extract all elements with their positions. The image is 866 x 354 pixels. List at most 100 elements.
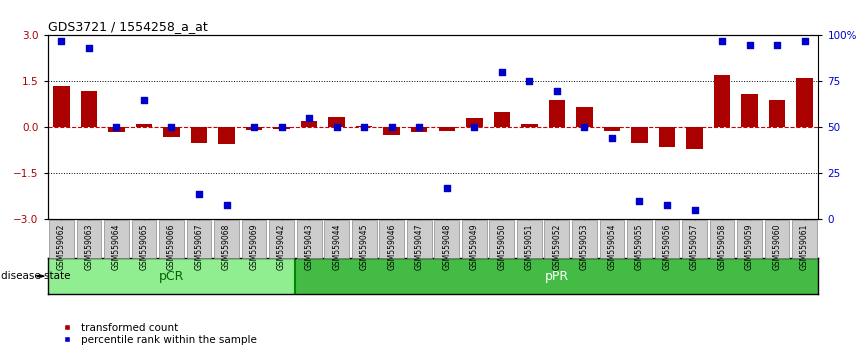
Point bbox=[137, 97, 151, 103]
Bar bbox=[295, 258, 818, 294]
Bar bbox=[521, 124, 538, 127]
Bar bbox=[81, 91, 97, 127]
Point bbox=[109, 125, 123, 130]
FancyBboxPatch shape bbox=[489, 220, 514, 258]
FancyBboxPatch shape bbox=[599, 220, 624, 258]
FancyBboxPatch shape bbox=[76, 220, 101, 258]
Bar bbox=[741, 94, 758, 127]
Bar bbox=[631, 127, 648, 143]
FancyBboxPatch shape bbox=[709, 220, 734, 258]
Text: GSM559060: GSM559060 bbox=[772, 223, 782, 270]
Text: GDS3721 / 1554258_a_at: GDS3721 / 1554258_a_at bbox=[48, 20, 207, 33]
FancyBboxPatch shape bbox=[159, 220, 184, 258]
Bar bbox=[356, 126, 372, 127]
Text: GSM559069: GSM559069 bbox=[249, 223, 259, 270]
Bar bbox=[769, 100, 785, 127]
FancyBboxPatch shape bbox=[132, 220, 157, 258]
Text: GSM559064: GSM559064 bbox=[112, 223, 121, 270]
Point bbox=[770, 42, 784, 47]
Point bbox=[632, 198, 646, 204]
Text: GSM559057: GSM559057 bbox=[690, 223, 699, 270]
Bar bbox=[411, 127, 428, 132]
Point bbox=[330, 125, 344, 130]
Bar bbox=[136, 124, 152, 127]
Text: GSM559055: GSM559055 bbox=[635, 223, 644, 270]
FancyBboxPatch shape bbox=[627, 220, 652, 258]
Text: GSM559056: GSM559056 bbox=[662, 223, 671, 270]
Text: GSM559053: GSM559053 bbox=[580, 223, 589, 270]
Point bbox=[165, 125, 178, 130]
Bar bbox=[714, 75, 730, 127]
Text: GSM559059: GSM559059 bbox=[745, 223, 754, 270]
Point bbox=[522, 79, 536, 84]
FancyBboxPatch shape bbox=[407, 220, 431, 258]
Bar bbox=[218, 127, 235, 144]
Bar bbox=[163, 127, 180, 137]
Text: GSM559063: GSM559063 bbox=[84, 223, 94, 270]
Point bbox=[412, 125, 426, 130]
Text: GSM559066: GSM559066 bbox=[167, 223, 176, 270]
Bar bbox=[48, 258, 295, 294]
FancyBboxPatch shape bbox=[765, 220, 790, 258]
Text: GSM559067: GSM559067 bbox=[195, 223, 204, 270]
Bar bbox=[604, 127, 620, 131]
FancyBboxPatch shape bbox=[572, 220, 597, 258]
FancyBboxPatch shape bbox=[379, 220, 404, 258]
Point bbox=[275, 125, 288, 130]
Point bbox=[550, 88, 564, 93]
Bar bbox=[53, 86, 69, 127]
Text: pCR: pCR bbox=[158, 270, 184, 282]
Point bbox=[578, 125, 591, 130]
Text: pPR: pPR bbox=[545, 270, 569, 282]
Text: GSM559062: GSM559062 bbox=[57, 223, 66, 270]
Text: disease state: disease state bbox=[1, 271, 70, 281]
FancyBboxPatch shape bbox=[682, 220, 707, 258]
FancyBboxPatch shape bbox=[792, 220, 817, 258]
Legend: transformed count, percentile rank within the sample: transformed count, percentile rank withi… bbox=[53, 318, 261, 349]
Text: GSM559043: GSM559043 bbox=[305, 223, 313, 270]
Point bbox=[385, 125, 398, 130]
Point bbox=[358, 125, 372, 130]
Point bbox=[440, 185, 454, 191]
Point bbox=[715, 38, 729, 44]
Text: GSM559047: GSM559047 bbox=[415, 223, 423, 270]
Text: GSM559045: GSM559045 bbox=[359, 223, 369, 270]
Bar bbox=[384, 127, 400, 135]
Point bbox=[743, 42, 757, 47]
Bar bbox=[246, 127, 262, 130]
Point bbox=[220, 202, 234, 207]
Bar bbox=[549, 100, 565, 127]
Point bbox=[302, 115, 316, 121]
Bar bbox=[301, 121, 317, 127]
FancyBboxPatch shape bbox=[352, 220, 377, 258]
Text: GSM559051: GSM559051 bbox=[525, 223, 533, 270]
Bar bbox=[797, 78, 813, 127]
FancyBboxPatch shape bbox=[435, 220, 459, 258]
Text: GSM559046: GSM559046 bbox=[387, 223, 397, 270]
FancyBboxPatch shape bbox=[104, 220, 129, 258]
Bar bbox=[438, 127, 455, 131]
Text: GSM559042: GSM559042 bbox=[277, 223, 286, 270]
FancyBboxPatch shape bbox=[324, 220, 349, 258]
FancyBboxPatch shape bbox=[269, 220, 294, 258]
Text: GSM559058: GSM559058 bbox=[718, 223, 727, 270]
Point bbox=[82, 45, 96, 51]
Point bbox=[494, 69, 508, 75]
Bar bbox=[659, 127, 675, 147]
Point bbox=[605, 136, 619, 141]
Bar bbox=[686, 127, 703, 149]
Point bbox=[798, 38, 811, 44]
Text: GSM559044: GSM559044 bbox=[333, 223, 341, 270]
Point bbox=[55, 38, 68, 44]
Text: GSM559049: GSM559049 bbox=[469, 223, 479, 270]
Point bbox=[660, 202, 674, 207]
FancyBboxPatch shape bbox=[242, 220, 267, 258]
Text: GSM559048: GSM559048 bbox=[443, 223, 451, 270]
Point bbox=[468, 125, 481, 130]
Text: GSM559061: GSM559061 bbox=[800, 223, 809, 270]
Bar bbox=[328, 117, 345, 127]
Text: GSM559052: GSM559052 bbox=[553, 223, 561, 270]
Bar bbox=[191, 127, 207, 143]
FancyBboxPatch shape bbox=[737, 220, 762, 258]
Bar bbox=[108, 127, 125, 132]
